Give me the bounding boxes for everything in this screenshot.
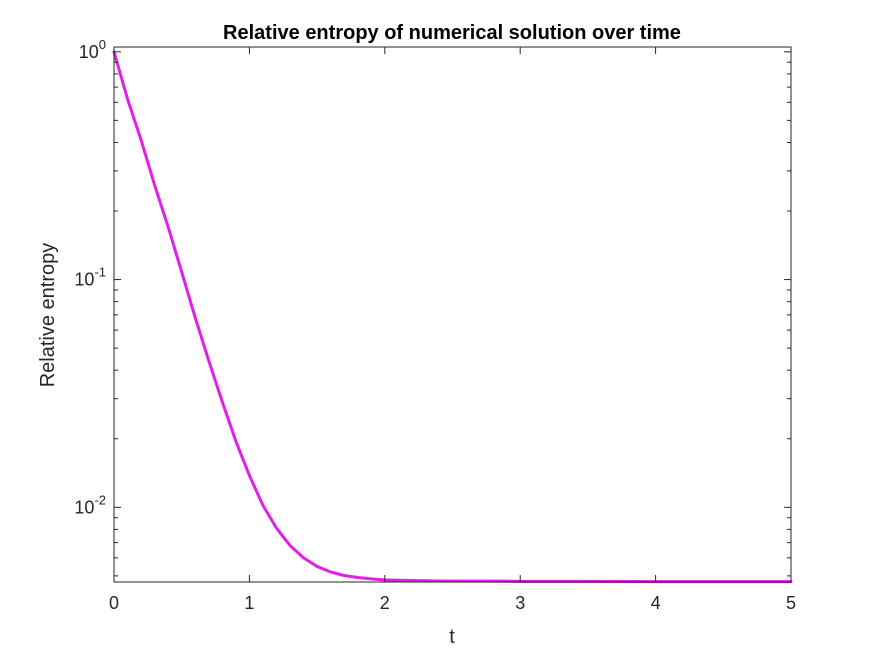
y-tick-base: 10 [74, 497, 94, 517]
chart-title: Relative entropy of numerical solution o… [223, 22, 681, 44]
x-tick-label: 0 [109, 593, 119, 613]
x-tick-label: 2 [380, 593, 390, 613]
axes-box [113, 46, 792, 583]
x-tick-label: 1 [244, 593, 254, 613]
series-line [112, 50, 793, 584]
y-tick-label: 10-2 [74, 492, 106, 517]
x-axis-label: t [449, 626, 455, 648]
plot-background [114, 47, 791, 582]
x-tick-label: 4 [651, 593, 661, 613]
y-tick-label: 100 [79, 37, 106, 62]
y-axis-label: Relative entropy [37, 243, 59, 388]
y-tick-label: 10-1 [74, 265, 106, 290]
y-tick-exponent: -2 [94, 492, 106, 507]
y-tick-base: 10 [79, 42, 99, 62]
x-tick-label: 5 [786, 593, 796, 613]
x-tick-label: 3 [515, 593, 525, 613]
series-layer [112, 50, 793, 584]
y-tick-exponent: 0 [99, 37, 106, 52]
y-tick-exponent: -1 [94, 265, 106, 280]
y-tick-base: 10 [74, 270, 94, 290]
